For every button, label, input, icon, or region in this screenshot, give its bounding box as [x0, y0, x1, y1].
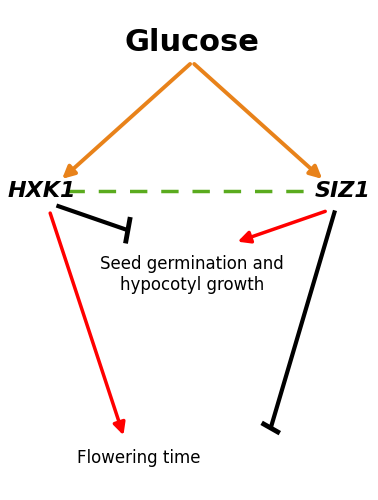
- Text: Flowering time: Flowering time: [77, 448, 200, 466]
- Text: Seed germination and
hypocotyl growth: Seed germination and hypocotyl growth: [100, 256, 284, 294]
- Text: HXK1: HXK1: [8, 180, 76, 201]
- Text: SIZ1: SIZ1: [314, 180, 370, 201]
- Text: Glucose: Glucose: [125, 28, 260, 57]
